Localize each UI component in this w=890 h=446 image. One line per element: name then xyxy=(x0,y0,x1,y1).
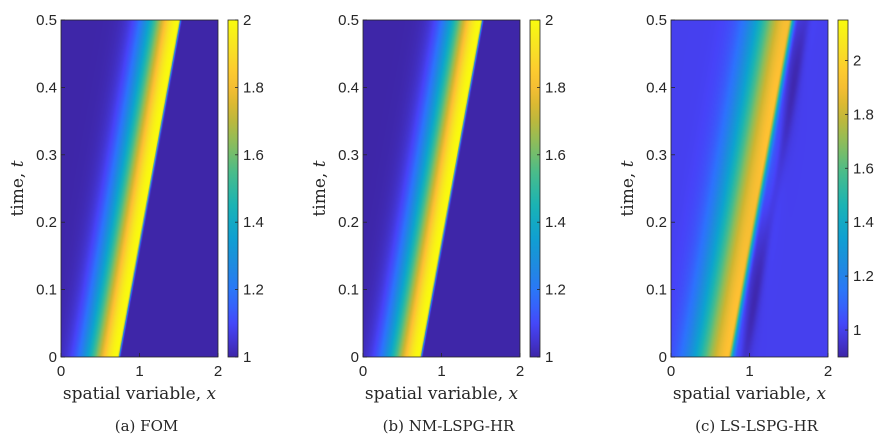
colorbar-tick-label: 2 xyxy=(545,12,553,29)
subplot-3: 0 0.1 0.2 0.3 0.4 0.5 0 1 2 spatial variable, x ti… xyxy=(618,12,874,435)
x-tick-label: 1 xyxy=(745,363,753,380)
x-tick-label: 2 xyxy=(214,363,222,380)
x-tick-label: 1 xyxy=(135,363,143,380)
y-tick-label: 0.3 xyxy=(36,147,57,164)
y-tick-label: 0.5 xyxy=(36,12,57,29)
x-tick-label: 0 xyxy=(667,363,675,380)
y-tick-label: 0.5 xyxy=(338,12,359,29)
colorbar-tick-label: 1.2 xyxy=(853,268,874,285)
colorbar xyxy=(837,19,849,358)
colorbar-tick-label: 1.2 xyxy=(545,282,566,299)
y-axis-label: time, t xyxy=(618,160,638,216)
y-tick-label: 0.4 xyxy=(338,79,359,96)
y-tick-label: 0 xyxy=(659,349,667,366)
colorbar-tick-label: 1.4 xyxy=(243,214,264,231)
colorbar xyxy=(227,19,239,358)
subplot-2: 0 0.1 0.2 0.3 0.4 0.5 0 1 2 spatial variable, x ti… xyxy=(310,12,566,435)
colorbar-tick-label: 1.6 xyxy=(853,160,874,177)
y-tick-label: 0.5 xyxy=(646,12,667,29)
y-tick-label: 0.1 xyxy=(646,282,667,299)
x-axis-label: spatial variable, x xyxy=(673,384,827,404)
y-tick-label: 0.3 xyxy=(338,147,359,164)
colorbar-tick-label: 1.6 xyxy=(243,147,264,164)
y-tick-label: 0.2 xyxy=(338,214,359,231)
colorbar-tick-label: 2 xyxy=(853,52,861,69)
subplot-caption: (a) FOM xyxy=(115,417,178,435)
subplot-caption: (b) NM-LSPG-HR xyxy=(383,417,515,435)
x-tick-label: 0 xyxy=(359,363,367,380)
colorbar-tick-label: 1.8 xyxy=(853,106,874,123)
x-tick-label: 2 xyxy=(824,363,832,380)
y-tick-label: 0.4 xyxy=(646,79,667,96)
x-axis-label: spatial variable, x xyxy=(365,384,519,404)
colorbar-tick-label: 1.8 xyxy=(243,79,264,96)
colorbar-tick-label: 1.6 xyxy=(545,147,566,164)
colorbar-tick-label: 1 xyxy=(853,322,861,339)
heatmap-field xyxy=(671,20,828,357)
x-axis-label: spatial variable, x xyxy=(63,384,217,404)
subplot-1: 0 0.1 0.2 0.3 0.4 0.5 0 1 2 spatial variable, x ti… xyxy=(8,12,264,435)
x-tick-label: 2 xyxy=(516,363,524,380)
y-axis-label: time, t xyxy=(8,160,28,216)
y-tick-label: 0.1 xyxy=(36,282,57,299)
colorbar-tick-label: 1.4 xyxy=(545,214,566,231)
colorbar-tick-label: 1 xyxy=(545,349,553,366)
y-tick-label: 0.1 xyxy=(338,282,359,299)
colorbar-tick-label: 1 xyxy=(243,349,251,366)
heatmap-field xyxy=(61,20,218,357)
subplot-caption: (c) LS-LSPG-HR xyxy=(695,417,818,435)
colorbar-tick-label: 2 xyxy=(243,12,251,29)
x-tick-label: 1 xyxy=(437,363,445,380)
heatmap-field xyxy=(363,20,520,357)
y-tick-label: 0.3 xyxy=(646,147,667,164)
y-tick-label: 0.2 xyxy=(646,214,667,231)
y-axis-label: time, t xyxy=(310,160,330,216)
colorbar-tick-label: 1.2 xyxy=(243,282,264,299)
colorbar xyxy=(529,19,541,358)
y-tick-label: 0 xyxy=(351,349,359,366)
x-tick-label: 0 xyxy=(57,363,65,380)
colorbar-tick-label: 1.8 xyxy=(545,79,566,96)
colorbar-tick-label: 1.4 xyxy=(853,214,874,231)
y-tick-label: 0.2 xyxy=(36,214,57,231)
y-tick-label: 0.4 xyxy=(36,79,57,96)
y-tick-label: 0 xyxy=(49,349,57,366)
